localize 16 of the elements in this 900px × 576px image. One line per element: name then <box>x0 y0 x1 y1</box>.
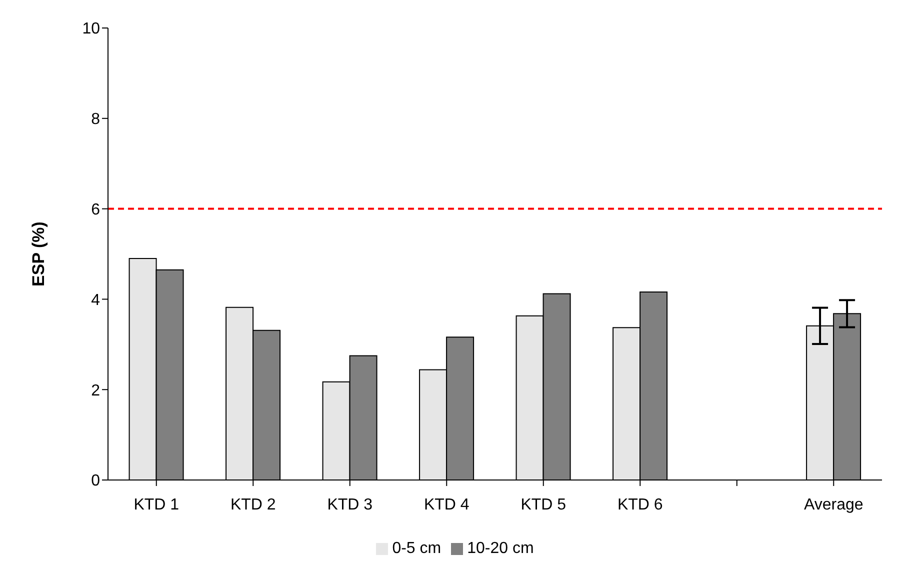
x-tick-label: KTD 6 <box>617 496 663 514</box>
y-tick-label: 10 <box>82 20 100 38</box>
legend-label: 0-5 cm <box>392 540 442 557</box>
y-axis-title: ESP (%) <box>29 222 48 286</box>
y-tick-label: 4 <box>91 292 100 309</box>
x-tick-label: KTD 3 <box>327 496 373 514</box>
y-tick-label: 8 <box>91 111 100 128</box>
x-tick-label: Average <box>804 496 864 514</box>
y-tick-label: 2 <box>91 382 100 400</box>
x-tick-label: KTD 1 <box>134 496 180 514</box>
legend-label: 10-20 cm <box>467 540 534 557</box>
x-tick-label: KTD 4 <box>424 496 470 514</box>
y-tick-label: 6 <box>91 201 100 218</box>
y-tick-label: 0 <box>91 472 100 490</box>
x-tick-label: KTD 5 <box>520 496 566 514</box>
x-tick-label: KTD 2 <box>230 496 276 514</box>
